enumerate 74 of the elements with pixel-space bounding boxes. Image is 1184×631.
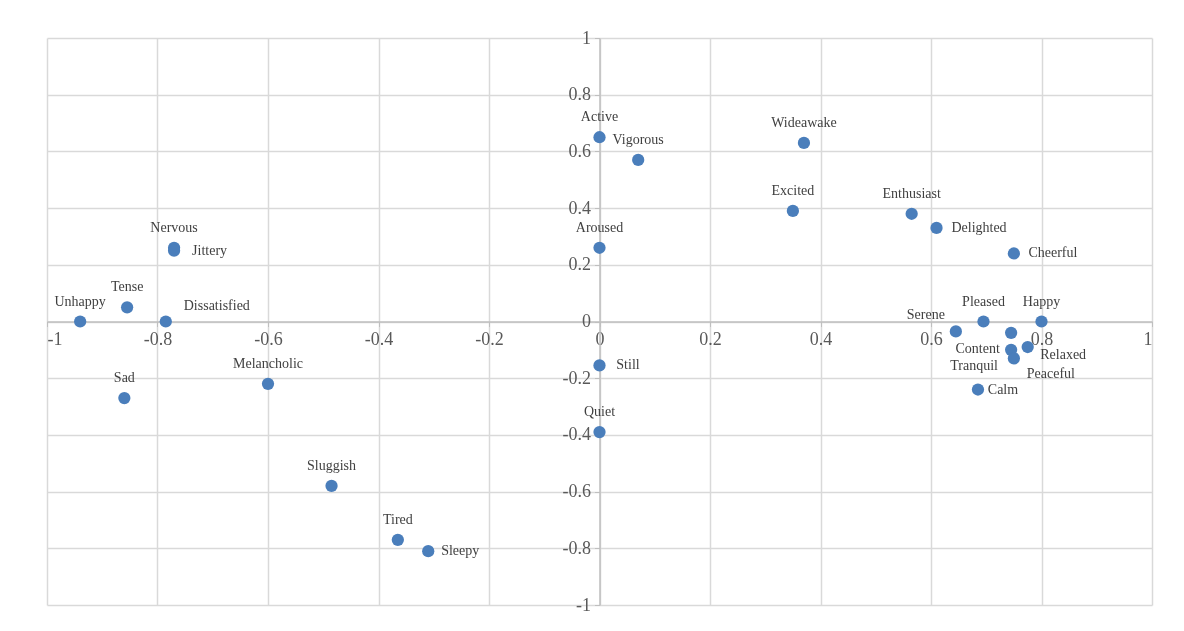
annotation: Tranquil (950, 357, 999, 373)
x-tick-label: 0 (595, 329, 605, 349)
annotation: Cheerful (1028, 245, 1078, 261)
annotation: Delighted (951, 219, 1007, 235)
point (159, 315, 172, 328)
point (1035, 315, 1048, 328)
point (118, 391, 131, 405)
x-tick-label: -0.4 (364, 329, 394, 349)
x-tick-label: 0.6 (920, 329, 943, 349)
y-tick-label: 0.8 (568, 84, 591, 105)
x-tick-label: 0.4 (809, 329, 833, 349)
y-tick-label: -0.8 (562, 537, 591, 558)
annotation: Happy (1022, 293, 1061, 309)
y-tick-label: -0.2 (562, 367, 591, 388)
point (422, 545, 435, 558)
annotation: Relaxed (1040, 347, 1087, 363)
point (977, 315, 990, 328)
point (632, 153, 645, 167)
point (120, 301, 134, 314)
x-tick-label: -0.2 (475, 329, 504, 349)
annotation: Unhappy (54, 293, 106, 309)
annotation: Vigorous (612, 131, 664, 147)
annotation: Quiet (583, 404, 616, 420)
annotation: Calm (987, 381, 1019, 397)
point (1004, 326, 1018, 339)
annotation: Peaceful (1026, 366, 1076, 382)
annotation: Active (580, 109, 619, 125)
annotation: Sluggish (307, 457, 357, 473)
y-tick-label: 0.4 (568, 197, 591, 218)
point (930, 221, 943, 235)
annotation: Serene (906, 307, 945, 323)
point (971, 383, 985, 396)
annotation: Sleepy (441, 543, 480, 559)
annotation: Sad (113, 370, 135, 386)
y-tick-label: 0.6 (568, 140, 591, 161)
point (1007, 247, 1020, 260)
x-tick-label: -0.8 (143, 329, 173, 349)
annotation: Dissatisfied (183, 297, 250, 313)
y-tick-label: 0.2 (568, 254, 591, 275)
annotation: Pleased (962, 293, 1005, 309)
point (325, 479, 338, 493)
point (797, 136, 811, 150)
y-tick-label: 1 (582, 27, 591, 48)
annotation: Jittery (192, 242, 228, 258)
point (593, 359, 606, 372)
point (74, 315, 87, 328)
annotation: Enthusiast (882, 185, 941, 201)
x-tick-label: -1 (47, 329, 63, 349)
y-tick-label: -0.6 (562, 481, 591, 502)
y-tick-label: -0.4 (562, 424, 591, 445)
annotation: Nervous (150, 219, 198, 235)
point (593, 131, 606, 144)
point (593, 425, 606, 439)
point (949, 325, 962, 338)
point (261, 377, 275, 390)
point (786, 204, 799, 218)
x-tick-label: 1 (1143, 329, 1153, 349)
annotation: Tense (110, 279, 144, 295)
annotation: Excited (771, 182, 815, 198)
annotation: Aroused (575, 219, 624, 235)
point (391, 533, 404, 546)
x-tick-label: 0.8 (1030, 329, 1054, 349)
x-tick-label: 0.2 (699, 329, 722, 349)
y-tick-label: -1 (576, 594, 591, 615)
annotation: Melancholic (233, 355, 303, 371)
x-tick-label: -0.6 (254, 329, 283, 349)
y-tick-label: 0 (582, 311, 591, 331)
point (905, 207, 918, 220)
annotation: Content (955, 340, 1000, 356)
annotation: Wideawake (771, 114, 837, 130)
annotation: Still (616, 357, 640, 373)
annotation: Tired (382, 511, 413, 527)
point (593, 241, 606, 254)
point (1007, 352, 1020, 365)
